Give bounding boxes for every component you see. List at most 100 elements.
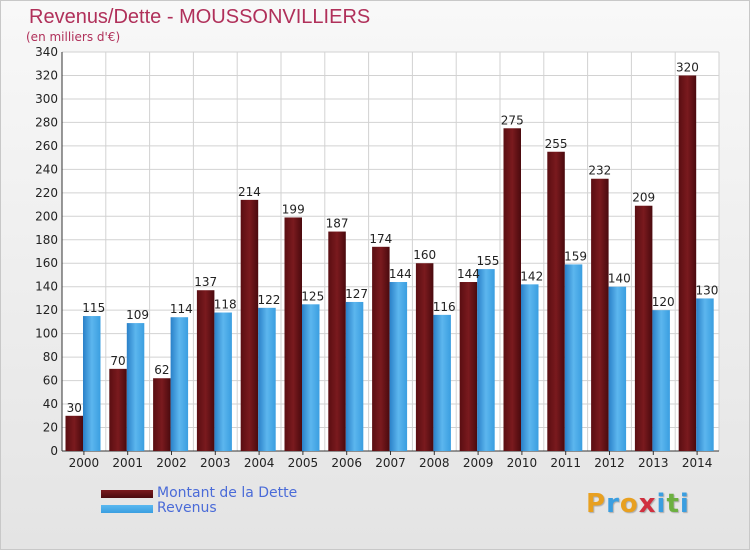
x-tick-label: 2006 bbox=[331, 456, 362, 470]
data-label-dette: 174 bbox=[369, 232, 392, 246]
data-label-revenus: 155 bbox=[476, 254, 499, 268]
y-tick-label: 160 bbox=[35, 256, 58, 270]
x-tick-label: 2000 bbox=[69, 456, 100, 470]
bar-dette bbox=[240, 199, 259, 451]
logo-letter: i bbox=[656, 489, 667, 519]
data-label-revenus: 140 bbox=[608, 272, 631, 286]
legend-swatch-revenus bbox=[101, 505, 153, 513]
logo-letter: P bbox=[586, 489, 607, 519]
bar-dette bbox=[591, 178, 609, 451]
logo-letter: t bbox=[666, 489, 680, 519]
bar-revenus bbox=[433, 314, 451, 451]
data-label-revenus: 130 bbox=[695, 283, 718, 297]
bar-dette bbox=[372, 246, 390, 451]
data-label-revenus: 109 bbox=[126, 308, 149, 322]
bar-revenus bbox=[258, 307, 276, 451]
bar-dette bbox=[65, 415, 83, 451]
data-label-revenus: 116 bbox=[433, 300, 456, 314]
data-label-dette: 70 bbox=[110, 354, 125, 368]
x-tick-label: 2003 bbox=[200, 456, 231, 470]
data-label-dette: 275 bbox=[501, 113, 524, 127]
bar-dette bbox=[459, 282, 478, 451]
y-tick-label: 200 bbox=[35, 209, 58, 223]
data-label-dette: 187 bbox=[326, 217, 349, 231]
bar-revenus bbox=[83, 316, 101, 451]
bar-revenus bbox=[608, 286, 627, 451]
y-tick-label: 20 bbox=[43, 421, 58, 435]
data-label-dette: 137 bbox=[194, 275, 217, 289]
data-label-revenus: 144 bbox=[389, 267, 412, 281]
y-tick-label: 100 bbox=[35, 327, 58, 341]
bar-dette bbox=[196, 290, 215, 451]
data-label-revenus: 115 bbox=[82, 301, 105, 315]
data-label-revenus: 125 bbox=[301, 289, 324, 303]
bar-dette bbox=[284, 217, 302, 451]
bar-revenus bbox=[521, 284, 539, 451]
y-tick-label: 320 bbox=[35, 68, 58, 82]
logo-letter: r bbox=[606, 489, 620, 519]
bar-dette bbox=[328, 231, 346, 451]
x-tick-label: 2004 bbox=[244, 456, 275, 470]
bar-revenus bbox=[564, 264, 583, 451]
bar-revenus bbox=[214, 312, 232, 451]
y-tick-label: 180 bbox=[35, 233, 58, 247]
bar-dette bbox=[547, 151, 565, 451]
x-tick-label: 2005 bbox=[288, 456, 319, 470]
bar-dette bbox=[415, 263, 434, 451]
data-label-revenus: 114 bbox=[170, 302, 193, 316]
x-tick-label: 2009 bbox=[463, 456, 494, 470]
data-label-dette: 232 bbox=[588, 164, 611, 178]
y-tick-label: 300 bbox=[35, 92, 58, 106]
data-label-dette: 30 bbox=[67, 401, 82, 415]
bar-revenus bbox=[477, 269, 495, 451]
data-label-dette: 320 bbox=[676, 60, 699, 74]
legend-label-dette: Montant de la Dette bbox=[157, 485, 298, 501]
y-tick-label: 280 bbox=[35, 115, 58, 129]
bar-revenus bbox=[696, 298, 714, 451]
logo-letter: x bbox=[638, 489, 657, 519]
data-label-dette: 62 bbox=[154, 363, 169, 377]
legend-swatch-dette bbox=[101, 490, 153, 498]
bar-dette bbox=[109, 368, 127, 451]
data-label-dette: 255 bbox=[545, 137, 568, 151]
data-label-dette: 160 bbox=[413, 248, 436, 262]
x-tick-label: 2001 bbox=[112, 456, 143, 470]
bar-revenus bbox=[126, 323, 145, 451]
y-tick-label: 60 bbox=[43, 374, 58, 388]
bar-revenus bbox=[170, 317, 189, 451]
bar-dette bbox=[503, 128, 521, 451]
y-tick-label: 340 bbox=[35, 45, 58, 59]
bar-dette bbox=[634, 205, 653, 451]
chart-title: Revenus/Dette - MOUSSONVILLIERS bbox=[29, 6, 371, 28]
bar-revenus bbox=[652, 310, 670, 451]
data-label-revenus: 127 bbox=[345, 287, 368, 301]
bar-dette bbox=[153, 378, 171, 451]
proxiti-logo: Proxiti bbox=[586, 489, 690, 519]
data-label-revenus: 142 bbox=[520, 269, 543, 283]
y-tick-label: 0 bbox=[50, 444, 58, 458]
bar-revenus bbox=[389, 282, 408, 451]
x-tick-label: 2007 bbox=[375, 456, 406, 470]
x-tick-label: 2010 bbox=[507, 456, 538, 470]
y-tick-label: 260 bbox=[35, 139, 58, 153]
data-label-revenus: 159 bbox=[564, 249, 587, 263]
x-tick-label: 2011 bbox=[550, 456, 581, 470]
logo-letter: o bbox=[619, 489, 639, 519]
y-tick-label: 220 bbox=[35, 186, 58, 200]
x-tick-label: 2012 bbox=[594, 456, 625, 470]
bar-dette bbox=[678, 75, 697, 452]
y-tick-label: 140 bbox=[35, 280, 58, 294]
data-label-revenus: 122 bbox=[257, 293, 280, 307]
y-tick-label: 120 bbox=[35, 303, 58, 317]
data-label-dette: 199 bbox=[282, 202, 305, 216]
chart-subtitle: (en milliers d'€) bbox=[26, 30, 121, 44]
y-tick-label: 240 bbox=[35, 162, 58, 176]
data-label-revenus: 120 bbox=[652, 295, 675, 309]
x-tick-label: 2008 bbox=[419, 456, 450, 470]
bar-revenus bbox=[302, 304, 320, 451]
x-tick-label: 2013 bbox=[638, 456, 669, 470]
data-label-dette: 214 bbox=[238, 185, 261, 199]
x-tick-label: 2014 bbox=[682, 456, 713, 470]
